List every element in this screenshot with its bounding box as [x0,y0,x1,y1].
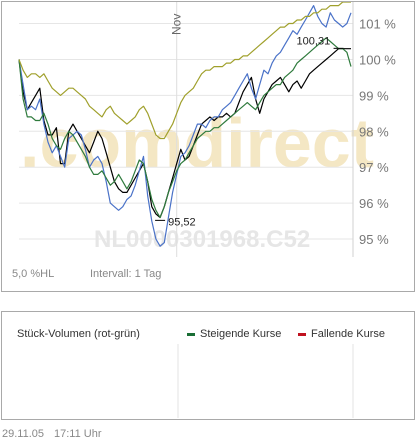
x-marker-label: Nov [170,14,184,35]
y-tick-label-101: 101 % [359,17,396,32]
watermark-logo: .comdirect [20,104,374,182]
grid [19,2,354,257]
timestamp: 29.11.05 17:11 Uhr [2,428,112,440]
series-line-olive [18,1,351,140]
scale-info: 5,0 %HL [12,268,55,280]
annotation-label-0: 95,52 [168,216,196,228]
annotations: 95,52 100,31 [155,35,344,228]
series-layer [18,1,352,247]
legend-falling-label: Fallende Kurse [311,328,385,340]
y-tick-label-96: 96 % [359,196,389,211]
watermark: .comdirect NL0000301968.C52 [20,104,374,253]
legend-rising-swatch [187,332,195,336]
y-tick-label-98: 98 % [359,124,389,139]
price-chart: .comdirect NL0000301968.C52 95,52100,31 … [18,1,396,257]
interval-info: Intervall: 1 Tag [90,268,162,280]
legend-rising: Steigende Kurse [187,328,281,340]
timestamp-date: 29.11.05 [2,428,45,440]
legend-falling: Fallende Kurse [298,328,385,340]
y-tick-label-97: 97 % [359,160,389,175]
legend-falling-swatch [298,332,306,336]
y-tick-label-100: 100 % [359,52,396,67]
y-tick-label-95: 95 % [359,232,389,247]
price-chart-panel: .comdirect NL0000301968.C52 95,52 100,31 … [1,1,415,292]
timestamp-time: 17:11 Uhr [54,428,102,440]
annotation-label-1: 100,31 [297,35,331,47]
volume-panel: Stück-Volumen (rot-grün) Steigende Kurse… [1,311,415,420]
volume-title: Stück-Volumen (rot-grün) [17,328,140,340]
plot-area [19,2,353,257]
legend-rising-label: Steigende Kurse [200,328,282,340]
y-tick-label-99: 99 % [359,88,389,103]
volume-grid [177,344,354,418]
series-line-blue [18,4,352,247]
series-line-green [18,37,352,219]
y-axis: 101 % 100 % 99 % 98 % 97 % 96 % 95 % [359,17,396,247]
